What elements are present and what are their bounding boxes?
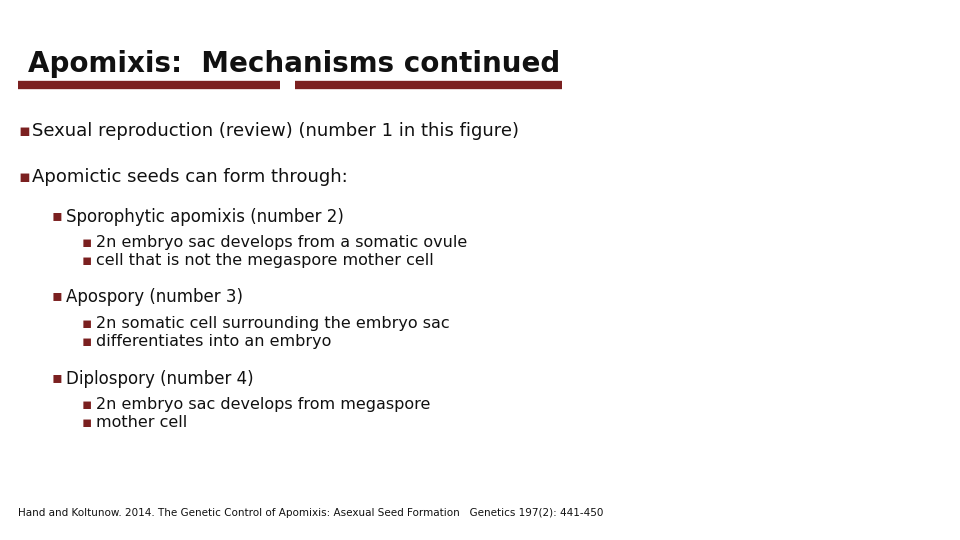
Text: ▪: ▪ [18,168,30,186]
Text: Apomixis:  Mechanisms continued: Apomixis: Mechanisms continued [28,50,561,78]
Text: Hand and Koltunow. 2014. The Genetic Control of Apomixis: Asexual Seed Formation: Hand and Koltunow. 2014. The Genetic Con… [18,508,604,518]
Text: 2n embryo sac develops from a somatic ovule: 2n embryo sac develops from a somatic ov… [96,235,468,250]
Text: ▪: ▪ [82,397,92,412]
Text: ▪: ▪ [82,253,92,268]
Text: ▪: ▪ [52,370,62,385]
Text: Sexual reproduction (review) (number 1 in this figure): Sexual reproduction (review) (number 1 i… [32,122,519,140]
Text: ▪: ▪ [82,235,92,250]
Bar [578,0,960,540]
Text: ▪: ▪ [82,316,92,331]
Text: cell that is not the megaspore mother cell: cell that is not the megaspore mother ce… [96,253,434,268]
Text: Apomictic seeds can form through:: Apomictic seeds can form through: [32,168,348,186]
Text: Sporophytic apomixis (number 2): Sporophytic apomixis (number 2) [66,208,344,226]
Text: Apospory (number 3): Apospory (number 3) [66,288,243,306]
Text: ▪: ▪ [82,334,92,349]
Text: 2n somatic cell surrounding the embryo sac: 2n somatic cell surrounding the embryo s… [96,316,449,331]
Text: mother cell: mother cell [96,415,187,430]
Text: ▪: ▪ [52,288,62,303]
Text: 2n embryo sac develops from megaspore: 2n embryo sac develops from megaspore [96,397,430,412]
Text: differentiates into an embryo: differentiates into an embryo [96,334,331,349]
Text: ▪: ▪ [18,122,30,140]
Text: Diplospory (number 4): Diplospory (number 4) [66,370,253,388]
Text: ▪: ▪ [82,415,92,430]
Text: ▪: ▪ [52,208,62,223]
